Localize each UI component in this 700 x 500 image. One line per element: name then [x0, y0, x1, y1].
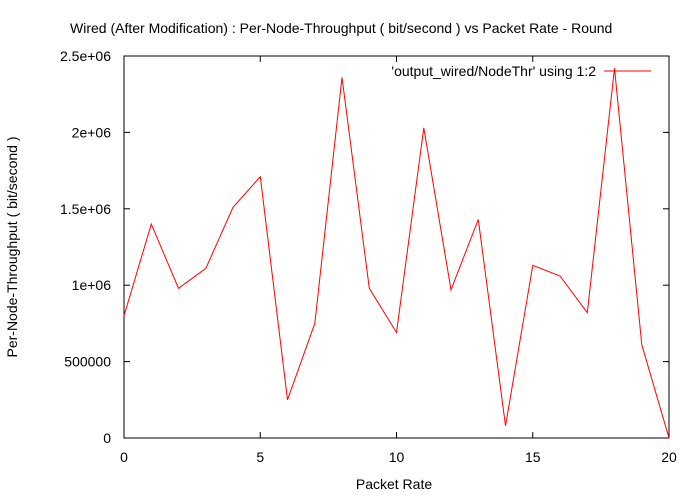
x-tick-label: 10 — [389, 449, 405, 465]
y-tick-label: 1.5e+06 — [60, 201, 111, 217]
legend-label: 'output_wired/NodeThr' using 1:2 — [391, 63, 596, 79]
y-tick-label: 2.5e+06 — [60, 48, 111, 64]
y-tick-label: 500000 — [64, 354, 111, 370]
x-tick-label: 5 — [256, 449, 264, 465]
y-tick-label: 0 — [103, 430, 111, 446]
x-tick-label: 0 — [120, 449, 128, 465]
y-axis-label: Per-Node-Throughput ( bit/second ) — [4, 137, 20, 358]
plot-area-border — [123, 55, 670, 439]
chart-title: Wired (After Modification) : Per-Node-Th… — [70, 20, 612, 36]
x-tick-label: 20 — [661, 449, 677, 465]
legend: 'output_wired/NodeThr' using 1:2 — [391, 63, 651, 79]
x-tick-label: 15 — [525, 449, 541, 465]
x-axis-label: Packet Rate — [356, 476, 432, 492]
y-tick-label: 1e+06 — [72, 277, 112, 293]
y-axis: 0 500000 1e+06 1.5e+06 2e+06 2.5e+06 — [60, 48, 669, 446]
y-tick-label: 2e+06 — [72, 124, 112, 140]
series-line — [123, 68, 670, 439]
